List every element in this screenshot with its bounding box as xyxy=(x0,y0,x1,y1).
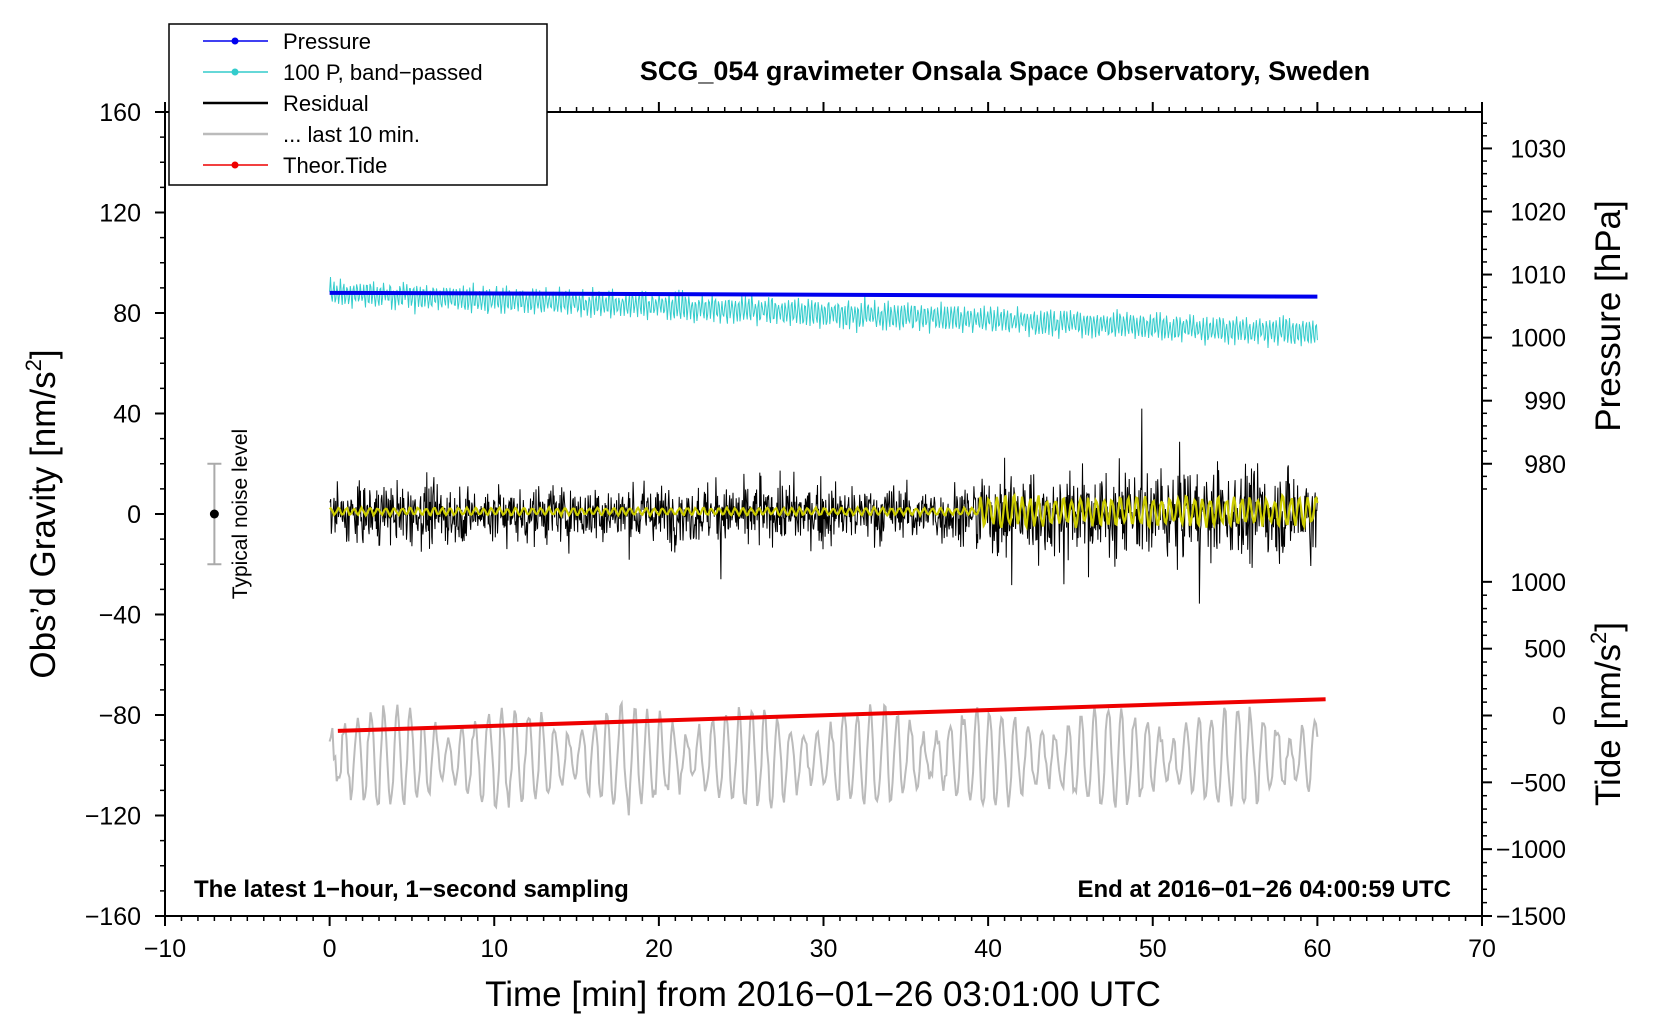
x-tick-label: 40 xyxy=(974,935,1002,963)
legend-marker xyxy=(231,161,239,169)
pressure-tick-label: 1010 xyxy=(1510,262,1566,290)
legend-label: ... last 10 min. xyxy=(283,122,420,147)
x-tick-label: −10 xyxy=(144,935,186,963)
theoretical-tide-series xyxy=(337,697,1326,733)
legend-label: Theor.Tide xyxy=(283,153,387,178)
pressure-tick-label: 1030 xyxy=(1510,135,1566,163)
noise-bar-dot xyxy=(209,509,219,519)
tide-tick-label: −500 xyxy=(1510,769,1566,797)
band-passed-pressure-series xyxy=(329,276,1318,349)
legend-marker xyxy=(231,37,239,45)
tide-tick-label: 1000 xyxy=(1510,569,1566,597)
pressure-tick-label: 1000 xyxy=(1510,325,1566,353)
pressure-tick-label: 980 xyxy=(1524,451,1566,479)
y-tick-label: −120 xyxy=(85,803,141,831)
legend-label: Residual xyxy=(283,91,369,116)
x-tick-label: 60 xyxy=(1303,935,1331,963)
y-axis-label: Obs’d Gravity [nm/s2] xyxy=(21,349,63,678)
x-tick-label: 0 xyxy=(323,935,337,963)
residual-smoothed-series xyxy=(328,492,1319,531)
legend: Pressure 100 P, band−passed Residual ... la… xyxy=(168,23,548,186)
y-tick-label: −80 xyxy=(99,702,141,730)
y-tick-label: −40 xyxy=(99,602,141,630)
legend-label: Pressure xyxy=(283,29,371,54)
x-tick-label: 10 xyxy=(480,935,508,963)
x-axis-label: Time [min] from 2016−01−26 03:01:00 UTC xyxy=(485,975,1161,1014)
series-layer xyxy=(207,276,1326,816)
x-tick-label: 30 xyxy=(810,935,838,963)
pressure-tick-label: 990 xyxy=(1524,388,1566,416)
pressure-series xyxy=(329,290,1318,299)
chart-title: SCG_054 gravimeter Onsala Space Observat… xyxy=(640,56,1370,86)
y-tick-label: 0 xyxy=(127,501,141,529)
axes-layer: −10 0 10 20 30 40 50 60 70−160−120−80−4004080120… xyxy=(85,99,1566,963)
tide-tick-label: 500 xyxy=(1524,636,1566,664)
x-tick-label: 50 xyxy=(1139,935,1167,963)
x-tick-label: 70 xyxy=(1468,935,1496,963)
annotation-right: End at 2016−01−26 04:00:59 UTC xyxy=(1077,876,1451,903)
tide-axis-label: Tide [nm/s2] xyxy=(1586,622,1628,806)
noise-bar-label: Typical noise level xyxy=(229,429,252,599)
pressure-tick-label: 1020 xyxy=(1510,198,1566,226)
tide-tick-label: −1000 xyxy=(1496,836,1566,864)
legend-label: 100 P, band−passed xyxy=(283,60,483,85)
pressure-axis-label: Pressure [hPa] xyxy=(1589,200,1628,432)
y-tick-label: 120 xyxy=(99,200,141,228)
y-tick-label: 160 xyxy=(99,99,141,127)
annotation-left: The latest 1−hour, 1−second sampling xyxy=(194,876,629,903)
y-tick-label: 40 xyxy=(113,401,141,429)
y-tick-label: 80 xyxy=(113,300,141,328)
legend-marker xyxy=(231,68,239,76)
y-tick-label: −160 xyxy=(85,903,141,931)
legend-box xyxy=(168,23,548,186)
tide-tick-label: 0 xyxy=(1552,703,1566,731)
last-10-min-series xyxy=(328,699,1319,816)
x-tick-label: 20 xyxy=(645,935,673,963)
residual-series xyxy=(329,408,1318,604)
tide-tick-label: −1500 xyxy=(1496,903,1566,931)
